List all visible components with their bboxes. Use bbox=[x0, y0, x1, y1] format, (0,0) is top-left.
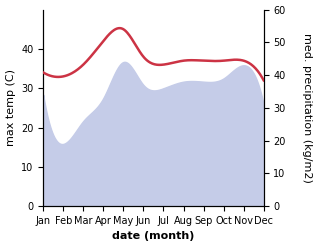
Y-axis label: med. precipitation (kg/m2): med. precipitation (kg/m2) bbox=[302, 33, 313, 183]
X-axis label: date (month): date (month) bbox=[112, 231, 195, 242]
Y-axis label: max temp (C): max temp (C) bbox=[5, 69, 16, 146]
